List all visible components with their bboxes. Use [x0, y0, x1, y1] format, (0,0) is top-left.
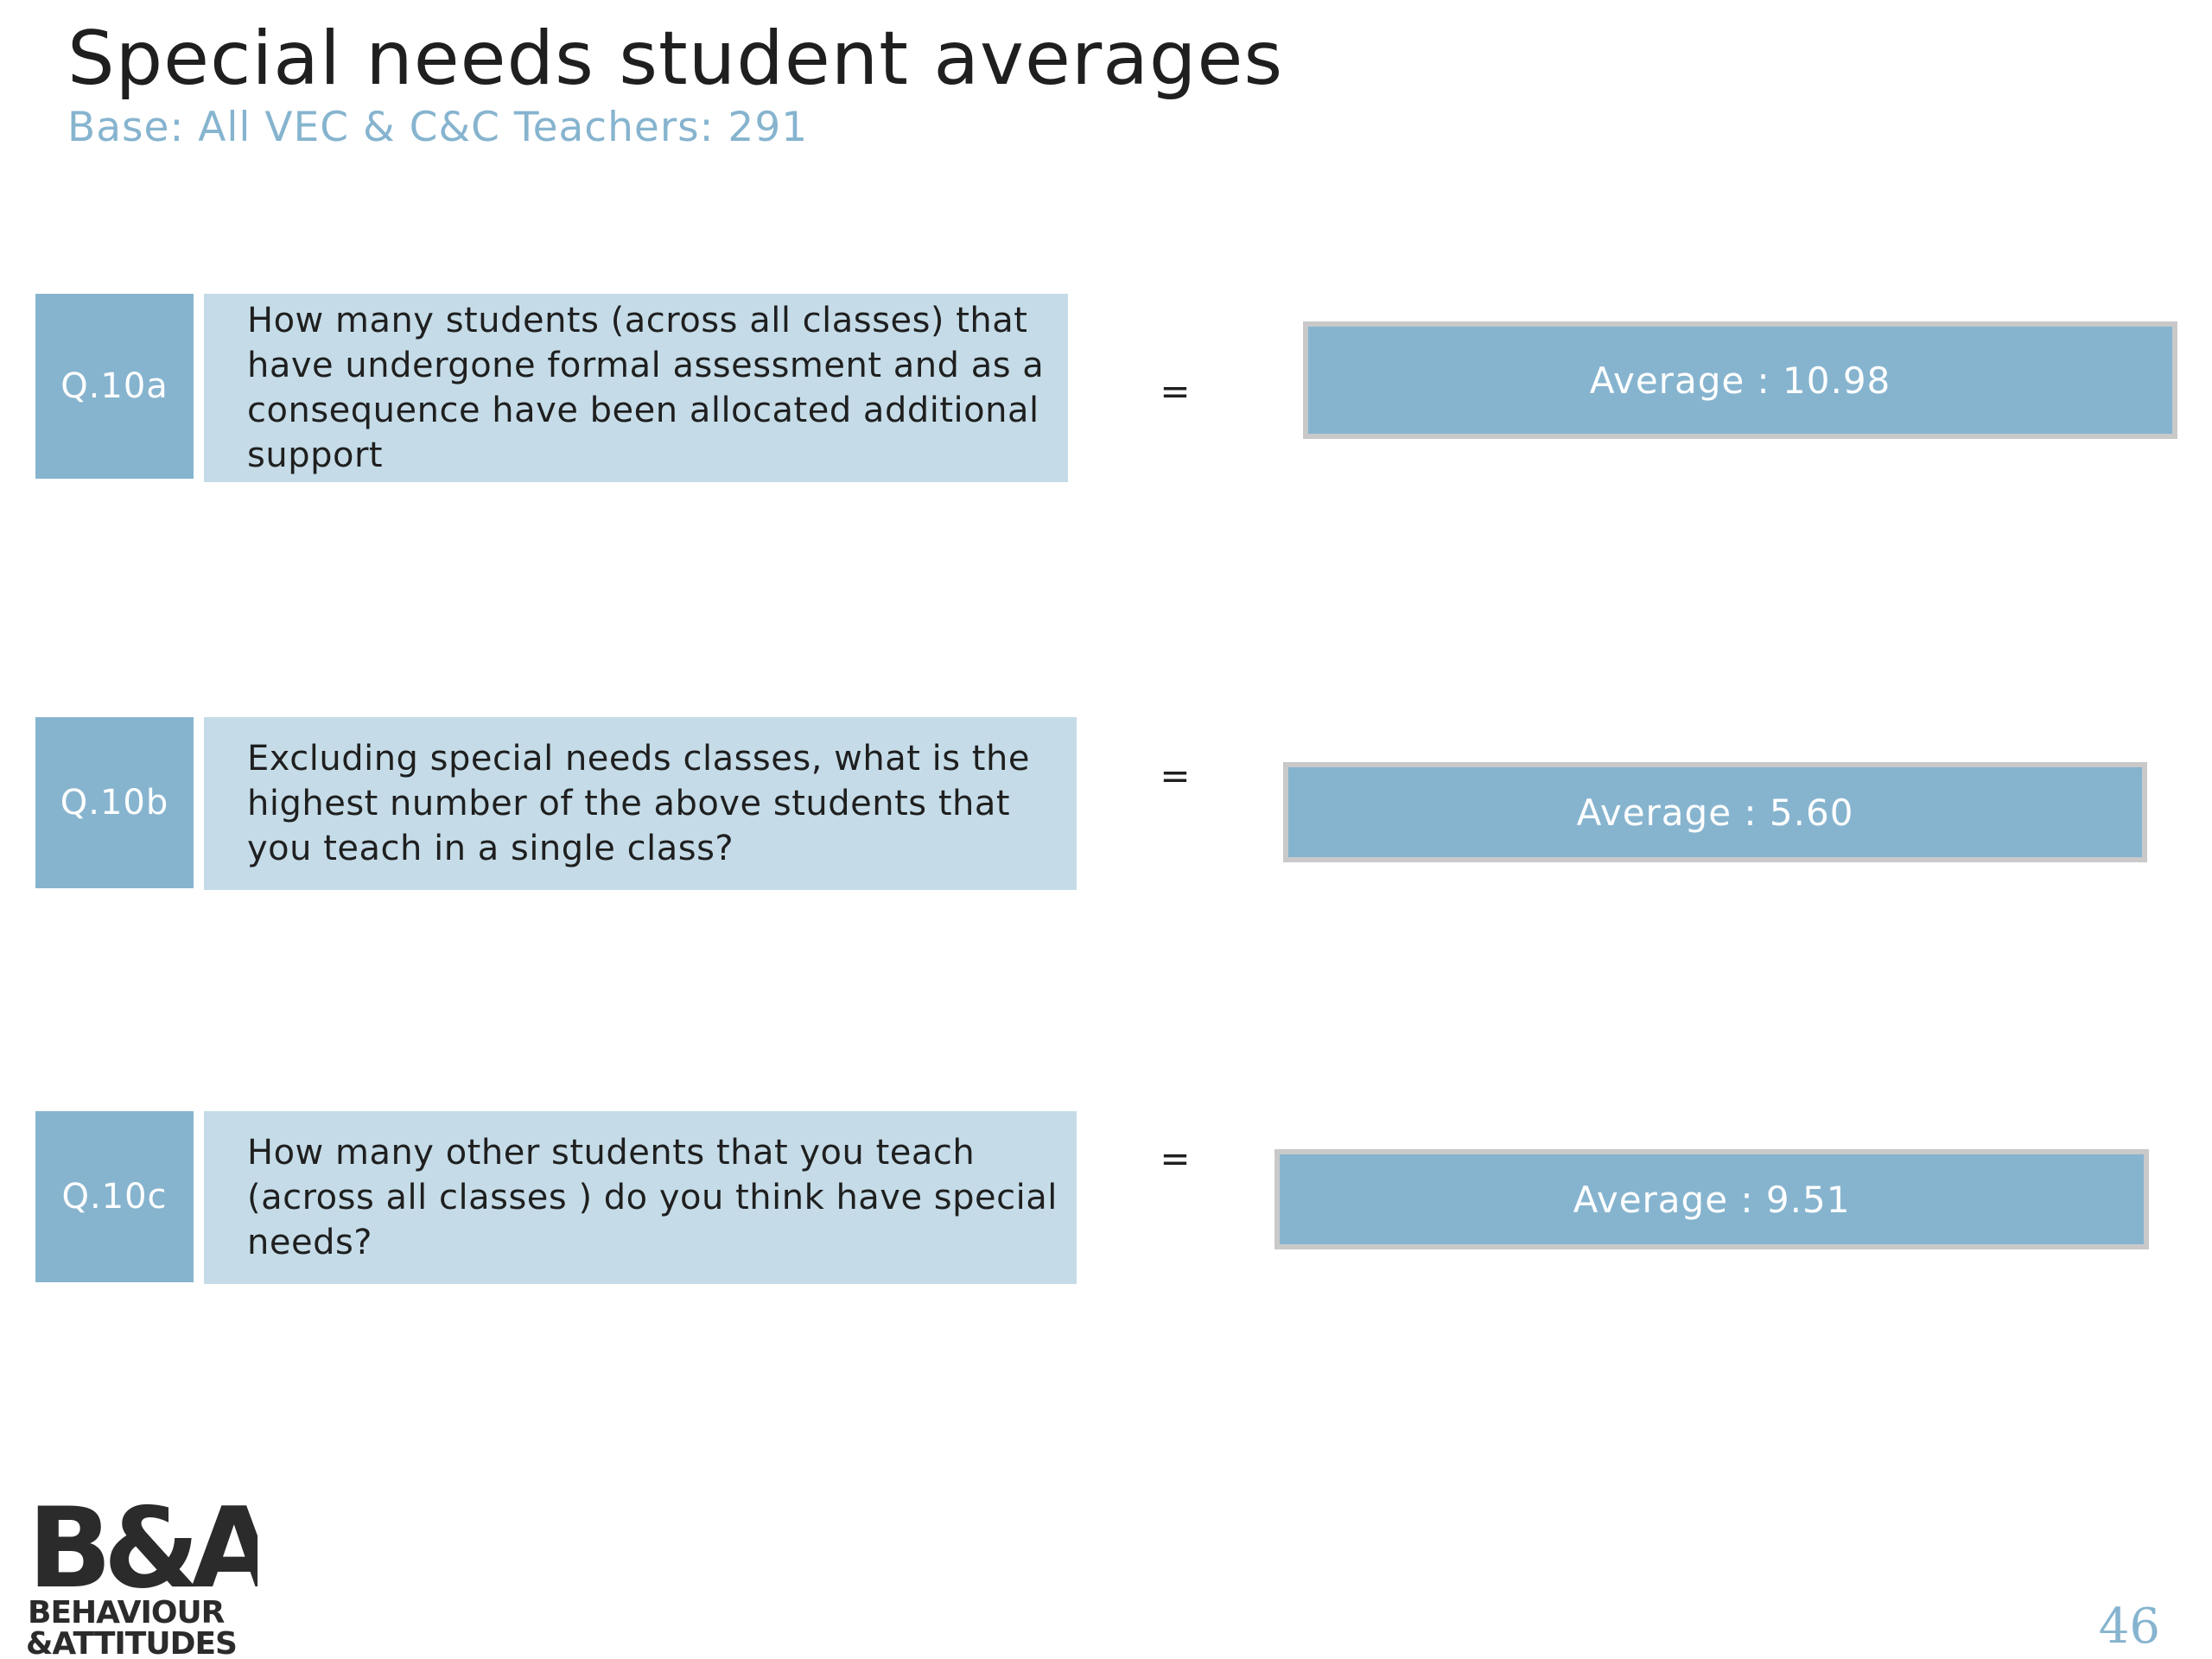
average-value-box: Average : 9.51: [1274, 1149, 2149, 1249]
average-value: Average : 9.51: [1573, 1178, 1851, 1221]
question-text-label: How many students (across all classes) t…: [247, 301, 1045, 475]
page-subtitle: Base: All VEC & C&C Teachers: 291: [67, 104, 809, 151]
question-text: How many other students that you teach (…: [204, 1111, 1077, 1284]
question-code: Q.10b: [35, 717, 194, 888]
question-text-label: How many other students that you teach (…: [247, 1133, 1058, 1262]
logo-line-1: BEHAVIOUR: [28, 1595, 225, 1630]
question-text-label: Excluding special needs classes, what is…: [247, 739, 1030, 868]
equals-sign: =: [1160, 754, 1191, 797]
question-text: Excluding special needs classes, what is…: [204, 717, 1077, 890]
average-value: Average : 5.60: [1576, 791, 1854, 834]
equals-sign: =: [1160, 370, 1191, 412]
average-value-box: Average : 5.60: [1283, 762, 2147, 862]
logo-line-2: &ATTITUDES: [26, 1626, 237, 1657]
question-text: How many students (across all classes) t…: [204, 294, 1068, 482]
question-code: Q.10a: [35, 294, 194, 479]
equals-sign: =: [1160, 1137, 1191, 1179]
logo-monogram: B&A: [28, 1484, 257, 1613]
question-code: Q.10c: [35, 1111, 194, 1282]
page-number: 46: [2098, 1599, 2160, 1655]
average-value-box: Average : 10.98: [1303, 321, 2177, 439]
page-title: Special needs student averages: [67, 16, 1284, 102]
behaviour-attitudes-logo: B&A BEHAVIOUR &ATTITUDES: [26, 1484, 257, 1657]
average-value: Average : 10.98: [1589, 359, 1891, 402]
